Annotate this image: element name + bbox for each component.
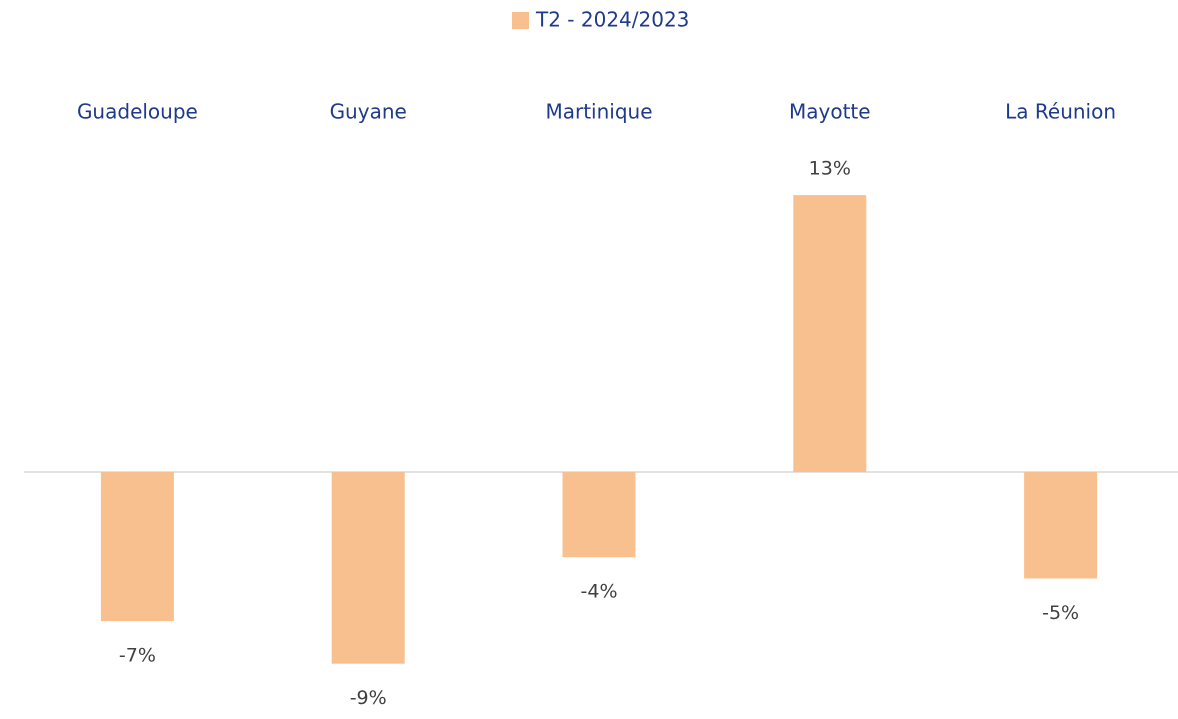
legend-swatch [512, 12, 529, 29]
category-label: La Réunion [1005, 100, 1116, 124]
category-label: Mayotte [789, 100, 871, 124]
data-label: -4% [581, 581, 618, 603]
data-label: -9% [350, 687, 387, 709]
data-label: -5% [1042, 602, 1079, 624]
bar [1024, 472, 1098, 579]
data-label: -7% [119, 645, 156, 667]
data-label: 13% [809, 158, 851, 180]
category-label: Guadeloupe [77, 100, 198, 124]
category-label: Martinique [545, 100, 652, 124]
bar [793, 195, 867, 472]
bar [562, 472, 636, 558]
bar [100, 472, 174, 622]
bar [331, 472, 405, 664]
legend-label: T2 - 2024/2023 [535, 8, 689, 32]
category-label: Guyane [330, 100, 407, 124]
